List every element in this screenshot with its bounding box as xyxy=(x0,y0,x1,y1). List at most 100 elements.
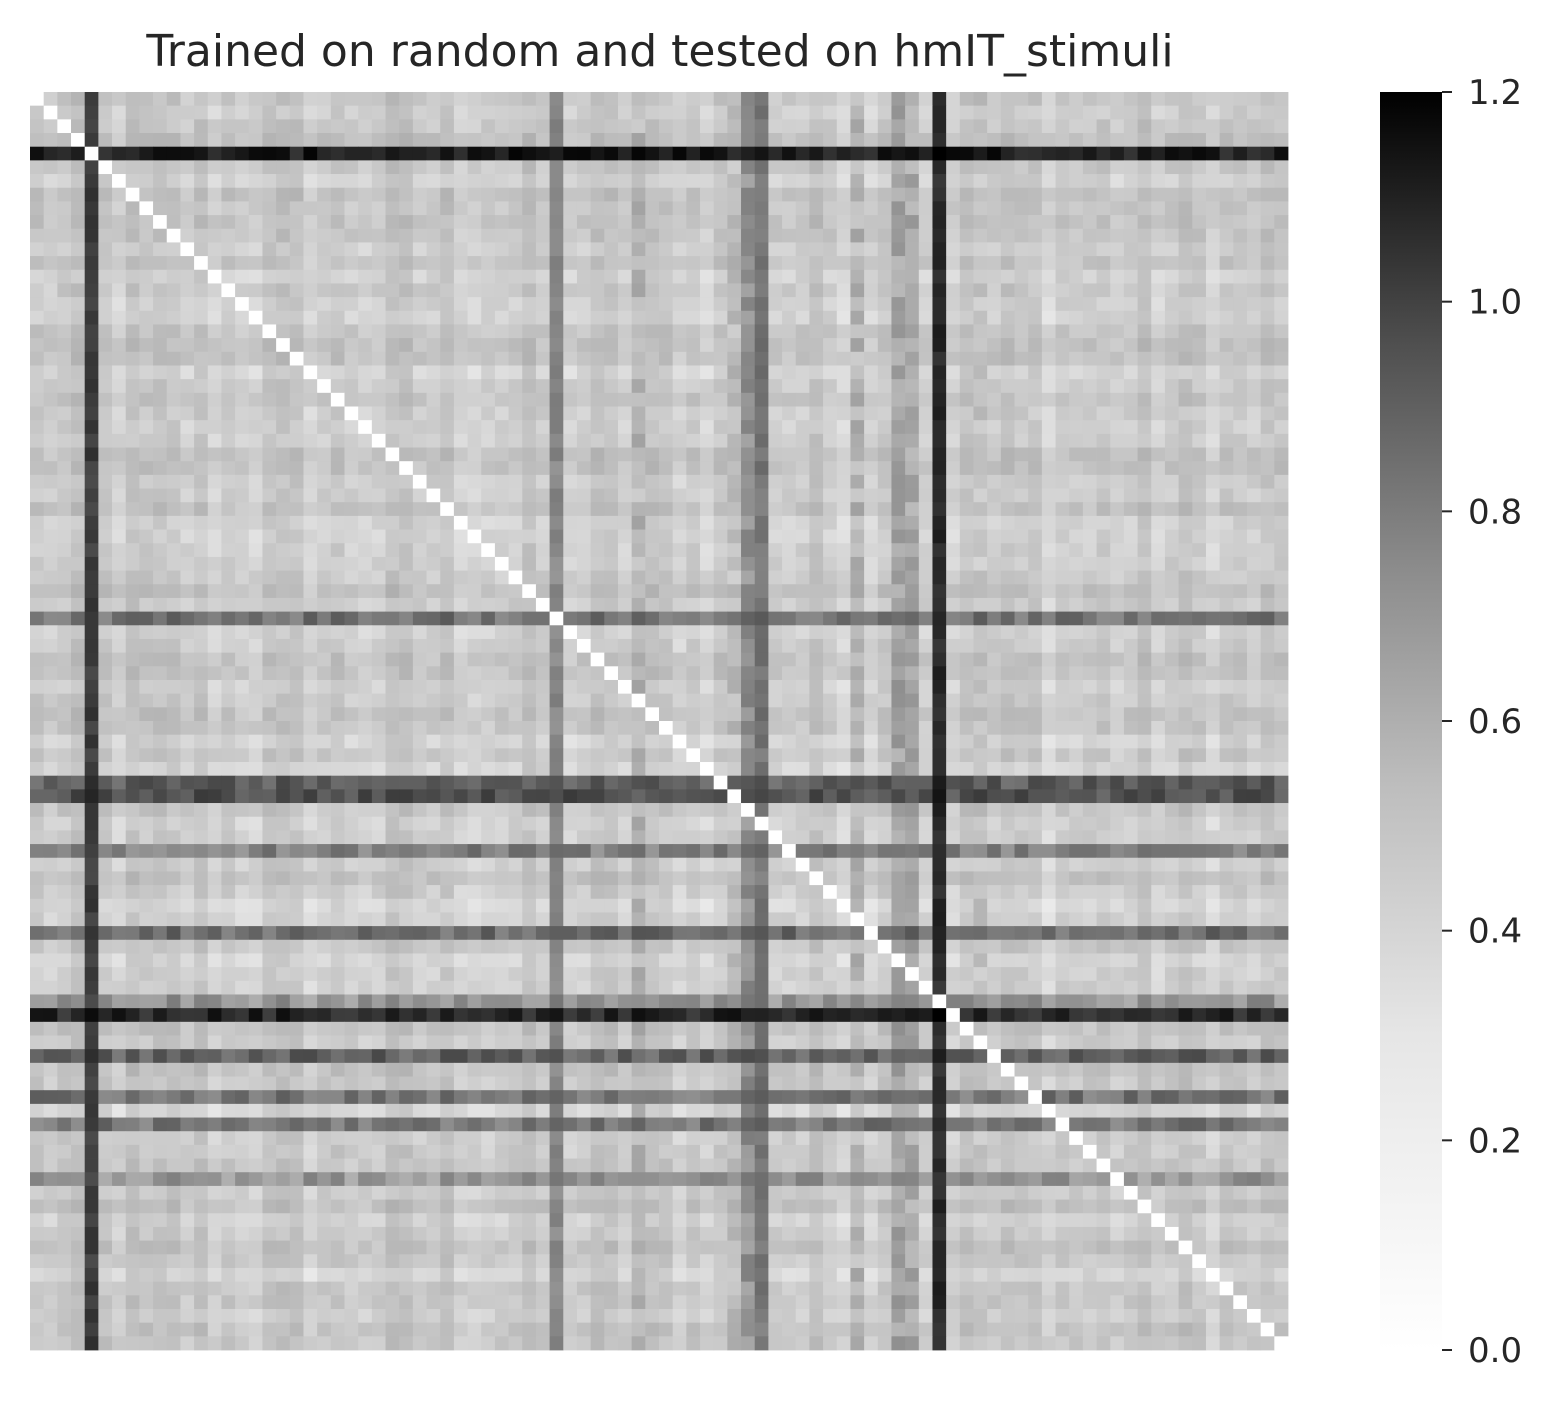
heatmap-cell xyxy=(303,775,318,790)
heatmap-cell xyxy=(1110,297,1125,312)
heatmap-cell xyxy=(481,693,496,708)
heatmap-cell xyxy=(125,187,140,202)
heatmap-cell xyxy=(467,515,482,530)
heatmap-cell xyxy=(973,433,988,448)
heatmap-cell xyxy=(850,215,865,230)
heatmap-cell xyxy=(713,816,728,831)
heatmap-cell xyxy=(987,488,1002,503)
heatmap-cell xyxy=(71,611,86,626)
heatmap-cell xyxy=(139,502,154,517)
heatmap-cell xyxy=(535,338,550,353)
heatmap-cell xyxy=(741,762,756,777)
heatmap-cell xyxy=(877,256,892,271)
heatmap-cell xyxy=(508,461,523,476)
heatmap-cell xyxy=(727,625,742,640)
heatmap-cell xyxy=(508,584,523,599)
heatmap-cell xyxy=(207,461,222,476)
heatmap-cell xyxy=(139,666,154,681)
heatmap-cell xyxy=(358,310,373,325)
heatmap-cell xyxy=(276,228,291,243)
heatmap-cell xyxy=(412,365,427,380)
heatmap-cell xyxy=(1082,269,1097,284)
heatmap-cell xyxy=(139,652,154,667)
heatmap-cell xyxy=(1000,789,1015,804)
heatmap-cell xyxy=(795,447,810,462)
heatmap-cell xyxy=(987,379,1002,394)
heatmap-cell xyxy=(905,92,920,107)
heatmap-cell xyxy=(877,803,892,818)
heatmap-cell xyxy=(549,734,564,749)
heatmap-cell xyxy=(112,625,127,640)
heatmap-cell xyxy=(522,310,537,325)
heatmap-cell xyxy=(262,392,277,407)
heatmap-cell xyxy=(494,597,509,612)
heatmap-cell xyxy=(371,133,386,148)
heatmap-cell xyxy=(1260,310,1275,325)
heatmap-cell xyxy=(1274,584,1289,599)
heatmap-cell xyxy=(330,406,345,421)
heatmap-cell xyxy=(358,570,373,585)
heatmap-cell xyxy=(1137,269,1152,284)
heatmap-cell xyxy=(180,297,195,312)
heatmap-cell xyxy=(317,338,332,353)
heatmap-cell xyxy=(1151,283,1166,298)
heatmap-cell xyxy=(1014,338,1029,353)
heatmap-cell xyxy=(576,461,592,476)
heatmap-cell xyxy=(180,256,195,271)
heatmap-cell xyxy=(344,269,359,284)
heatmap-cell xyxy=(1137,721,1152,736)
heatmap-cell xyxy=(631,556,646,571)
heatmap-cell xyxy=(1274,748,1289,763)
heatmap-cell xyxy=(317,679,332,695)
heatmap-cell xyxy=(741,721,756,736)
heatmap-cell xyxy=(932,652,947,667)
heatmap-cell xyxy=(549,92,564,107)
heatmap-cell xyxy=(276,338,291,353)
heatmap-cell xyxy=(700,502,715,517)
heatmap-cell xyxy=(221,638,236,654)
heatmap-cell xyxy=(207,611,222,626)
heatmap-cell xyxy=(1137,570,1152,585)
heatmap-cell xyxy=(412,242,427,257)
heatmap-cell xyxy=(180,324,195,339)
heatmap-cell xyxy=(494,734,509,749)
heatmap-cell xyxy=(563,803,578,818)
heatmap-cell xyxy=(1110,474,1125,489)
heatmap-cell xyxy=(1028,748,1043,763)
heatmap-cell xyxy=(303,379,318,394)
heatmap-cell xyxy=(426,433,441,448)
heatmap-cell xyxy=(795,597,810,612)
heatmap-cell xyxy=(576,351,592,366)
heatmap-cell xyxy=(1219,488,1234,503)
heatmap-cell xyxy=(590,174,605,189)
heatmap-cell xyxy=(1219,392,1234,407)
heatmap-cell xyxy=(932,556,947,571)
heatmap-cell xyxy=(795,816,810,831)
heatmap-cell xyxy=(590,256,605,271)
heatmap-cell xyxy=(631,105,646,120)
heatmap-cell xyxy=(426,133,441,148)
heatmap-cell xyxy=(686,584,701,599)
heatmap-cell xyxy=(905,256,920,271)
heatmap-cell xyxy=(617,119,633,134)
heatmap-cell xyxy=(918,816,933,831)
heatmap-cell xyxy=(467,693,482,708)
heatmap-cell xyxy=(57,392,72,407)
heatmap-cell xyxy=(576,310,592,325)
heatmap-cell xyxy=(918,420,933,435)
heatmap-cell xyxy=(617,584,633,599)
heatmap-cell xyxy=(508,269,523,284)
heatmap-cell xyxy=(590,119,605,134)
heatmap-cell xyxy=(946,816,961,831)
heatmap-cell xyxy=(276,283,291,298)
heatmap-cell xyxy=(576,105,592,120)
heatmap-cell xyxy=(303,556,318,571)
heatmap-cell xyxy=(987,789,1002,804)
heatmap-cell xyxy=(248,789,263,804)
heatmap-cell xyxy=(481,187,496,202)
heatmap-cell xyxy=(508,338,523,353)
heatmap-cell xyxy=(289,215,304,230)
heatmap-cell xyxy=(481,310,496,325)
heatmap-cell xyxy=(371,310,386,325)
heatmap-cell xyxy=(440,420,455,435)
